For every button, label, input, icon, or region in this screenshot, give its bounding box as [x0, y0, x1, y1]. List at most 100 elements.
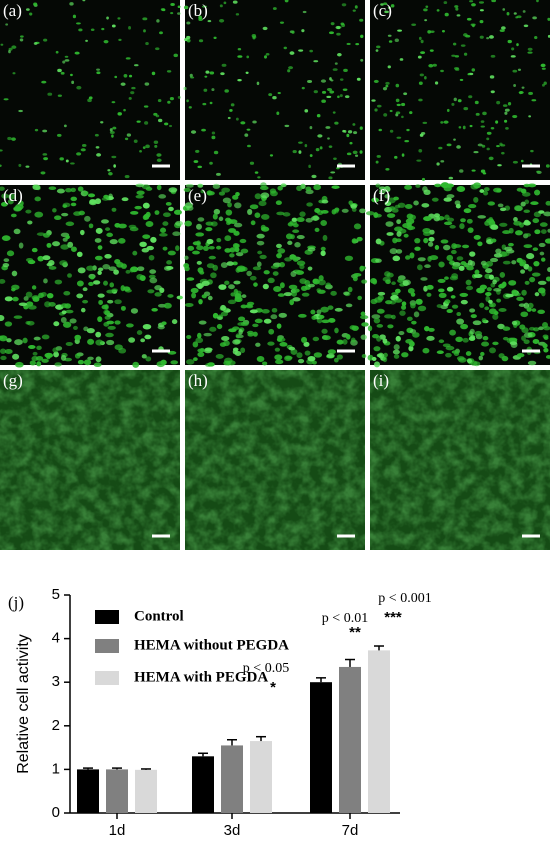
- cell: [145, 186, 153, 191]
- cell: [419, 73, 424, 77]
- cell: [420, 131, 426, 135]
- cell: [389, 248, 398, 255]
- y-tick-label: 4: [52, 630, 60, 647]
- cell: [195, 149, 200, 153]
- cell: [476, 287, 485, 294]
- cell: [360, 34, 364, 39]
- cell: [97, 270, 102, 275]
- cell: [541, 67, 546, 70]
- cell: [342, 88, 348, 91]
- cell: [206, 190, 213, 196]
- cell: [384, 314, 393, 319]
- cell: [271, 307, 278, 313]
- cell: [389, 109, 393, 113]
- panel-label: (h): [188, 371, 208, 390]
- cell: [57, 94, 62, 97]
- cell: [496, 298, 502, 303]
- cell: [201, 128, 206, 132]
- cell: [418, 36, 422, 40]
- cell: [147, 289, 155, 294]
- cell: [216, 323, 223, 330]
- cell: [142, 323, 152, 330]
- cell: [404, 139, 410, 143]
- cell: [244, 133, 249, 137]
- cell: [528, 115, 532, 118]
- cell: [186, 38, 191, 43]
- cell: [106, 232, 114, 238]
- cell: [339, 78, 344, 81]
- cell: [372, 278, 378, 285]
- cell: [210, 272, 217, 279]
- cell: [112, 126, 117, 130]
- cell: [350, 203, 357, 209]
- cell: [465, 34, 471, 38]
- cell: [440, 239, 449, 244]
- cell: [527, 360, 537, 366]
- cell: [547, 228, 550, 233]
- cell: [420, 39, 424, 44]
- cell: [219, 342, 227, 347]
- bar: [221, 745, 243, 813]
- cell: [155, 114, 160, 118]
- cell: [277, 293, 285, 297]
- cell: [290, 271, 297, 278]
- cell: [167, 294, 174, 298]
- cell: [25, 321, 31, 325]
- panel: (a): [0, 0, 181, 180]
- cell: [260, 192, 270, 199]
- cell: [531, 99, 537, 102]
- cell: [60, 244, 70, 250]
- cell: [11, 287, 16, 292]
- cell: [76, 85, 82, 90]
- cell: [415, 184, 421, 188]
- cell: [389, 129, 394, 133]
- cell: [25, 209, 32, 214]
- cell: [237, 316, 246, 322]
- cell: [470, 23, 476, 26]
- cell: [328, 145, 333, 148]
- cell: [301, 29, 305, 33]
- cell: [463, 208, 472, 214]
- cell: [12, 72, 16, 75]
- cell: [394, 204, 401, 209]
- cell: [78, 210, 85, 216]
- cell: [513, 12, 517, 15]
- cell: [118, 38, 122, 42]
- cell: [232, 261, 238, 266]
- cell: [527, 47, 533, 51]
- cell: [497, 203, 504, 208]
- cell: [341, 3, 347, 7]
- cell: [305, 186, 312, 192]
- cell: [388, 40, 393, 43]
- cell: [382, 276, 391, 282]
- panel: (c): [370, 0, 550, 181]
- cell: [144, 82, 150, 86]
- cell: [443, 221, 453, 226]
- cell: [500, 207, 507, 212]
- cell: [3, 98, 9, 101]
- cell: [183, 187, 191, 193]
- cell: [418, 98, 423, 102]
- cell: [414, 246, 421, 251]
- cell: [82, 299, 89, 304]
- cell: [81, 144, 87, 147]
- cell: [508, 227, 514, 234]
- cell: [283, 46, 287, 50]
- cell: [253, 282, 258, 287]
- cell: [237, 267, 246, 273]
- cell: [359, 150, 363, 154]
- cell: [4, 321, 13, 327]
- cell: [398, 331, 405, 336]
- cell: [328, 318, 336, 323]
- cell: [143, 29, 146, 33]
- cell: [240, 248, 249, 254]
- cell: [69, 2, 74, 6]
- panel-background: [370, 185, 550, 365]
- cell: [301, 86, 305, 90]
- cell: [3, 258, 10, 263]
- cell: [354, 5, 358, 9]
- cell: [297, 358, 305, 364]
- cell: [235, 13, 240, 16]
- cell: [445, 352, 452, 358]
- cell: [444, 276, 449, 280]
